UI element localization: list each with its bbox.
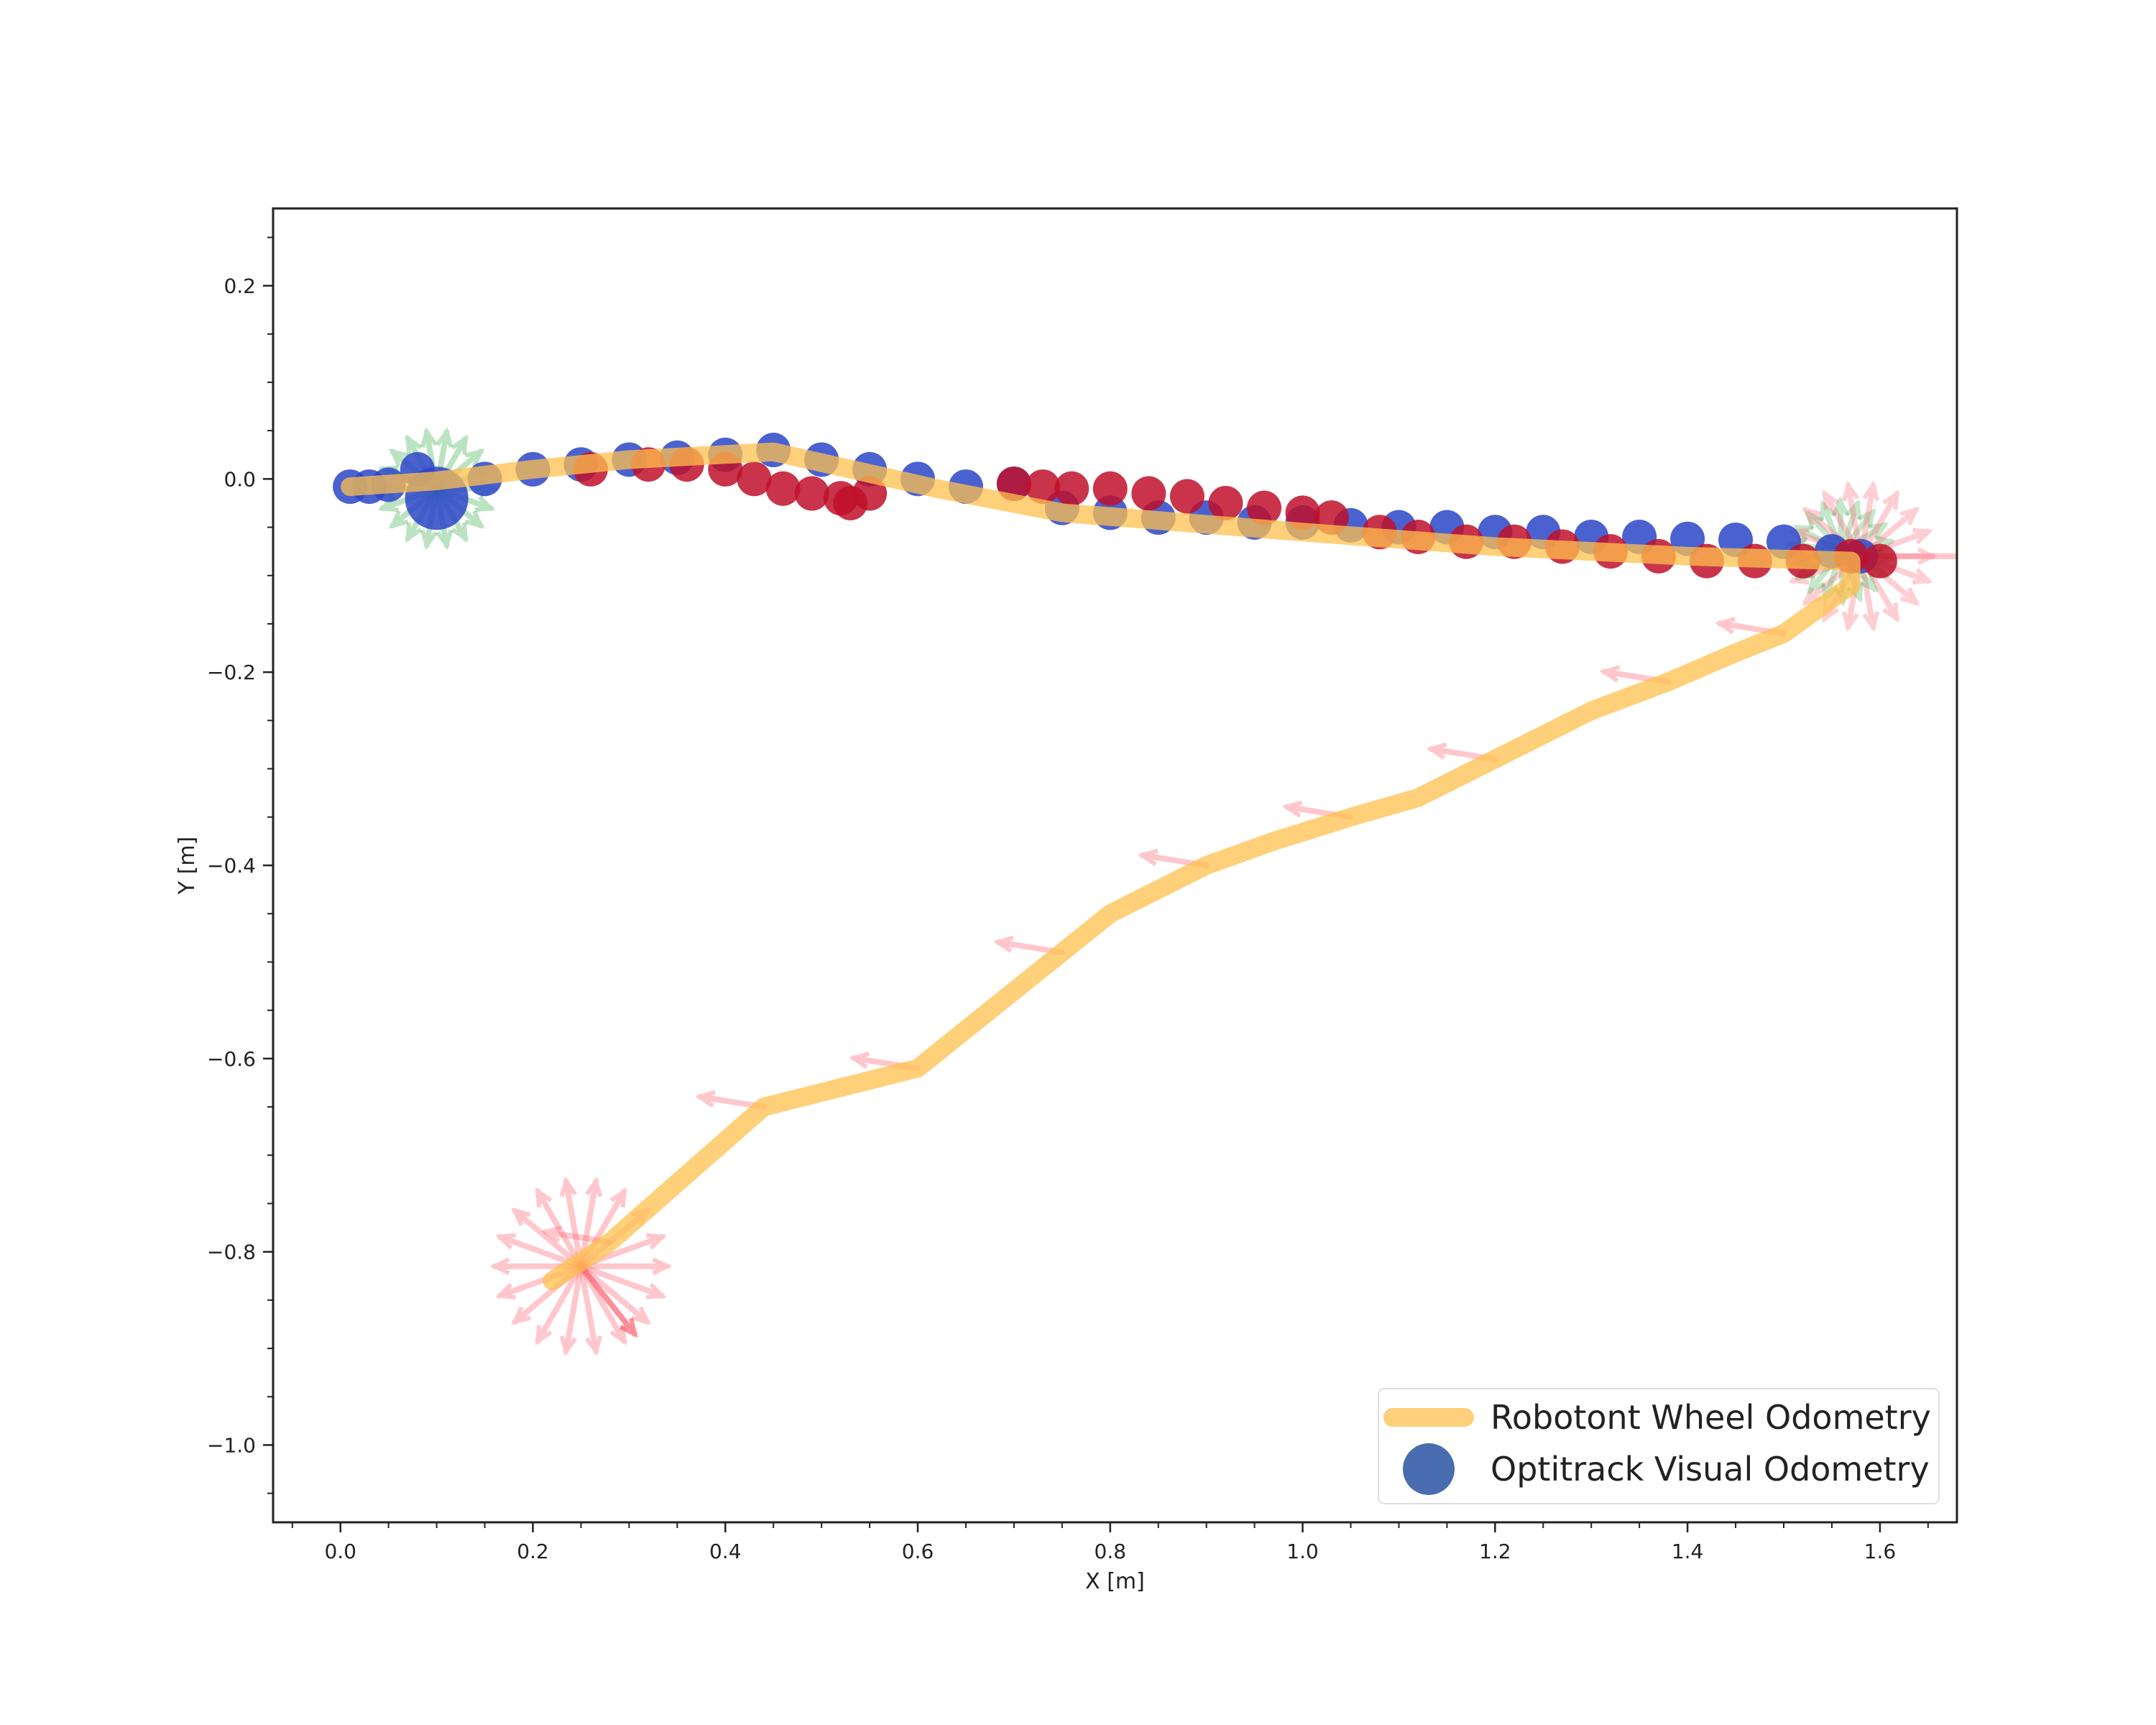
x-tick-label: 1.4 [1672, 1540, 1704, 1563]
x-tick-label: 0.2 [517, 1540, 549, 1563]
y-tick-label: −0.6 [207, 1047, 256, 1071]
y-tick-label: 0.0 [224, 467, 256, 491]
heading-arrow [578, 1263, 667, 1300]
optitrack-point [794, 476, 829, 511]
y-tick-label: −1.0 [207, 1433, 256, 1457]
wheel-odometry-line [341, 442, 1861, 1290]
optitrack-point [1131, 476, 1166, 511]
optitrack-point [1285, 495, 1320, 530]
heading-arrow [535, 1263, 584, 1346]
heading-arrow [511, 1208, 584, 1269]
heading-arrow [578, 1263, 638, 1338]
optitrack-point [765, 471, 801, 506]
x-axis-label: X [m] [1085, 1569, 1145, 1594]
optitrack-point [737, 461, 772, 497]
optitrack-point [1208, 485, 1243, 520]
y-tick-label: −0.4 [207, 854, 256, 878]
heading-arrow [578, 1257, 673, 1276]
heading-arrow [535, 1187, 584, 1269]
optitrack-point [1862, 543, 1897, 579]
x-tick-label: 1.6 [1864, 1540, 1897, 1563]
x-tick-label: 0.4 [709, 1540, 742, 1563]
y-axis-label: Y [m] [175, 837, 200, 896]
x-axis-ticks: 0.0 0.2 0.4 0.6 0.8 1.0 1.2 1.4 1.6 [291, 1522, 1929, 1563]
y-tick-label: 0.2 [224, 275, 256, 298]
x-tick-label: 0.8 [1095, 1540, 1127, 1563]
axes-border [272, 207, 1958, 1524]
y-tick-label: −0.2 [207, 661, 256, 684]
plot-area [333, 427, 1957, 1356]
y-axis-ticks: 0.2 0.0 −0.2 −0.4 −0.6 −0.8 −1.0 [207, 236, 273, 1494]
axes-frame [272, 207, 1958, 1524]
legend: Robotont Wheel Odometry Optitrack Visual… [1378, 1388, 1940, 1504]
heading-arrow [578, 1263, 651, 1325]
legend-optitrack-swatch [1403, 1443, 1455, 1495]
legend-wheel-odometry-label: Robotont Wheel Odometry [1491, 1398, 1931, 1437]
x-tick-label: 1.2 [1479, 1540, 1511, 1563]
optitrack-point [1026, 469, 1061, 505]
legend-optitrack-label: Optitrack Visual Odometry [1491, 1450, 1930, 1489]
x-tick-label: 0.0 [324, 1540, 356, 1563]
x-tick-label: 0.6 [902, 1540, 934, 1563]
optitrack-point [1054, 471, 1089, 506]
x-tick-label: 1.0 [1286, 1540, 1319, 1563]
y-tick-label: −0.8 [207, 1241, 256, 1264]
optitrack-point [1092, 471, 1128, 506]
heading-arrow [559, 1263, 584, 1356]
heading-arrow [578, 1263, 603, 1356]
optitrack-point [1247, 490, 1282, 525]
optitrack-point [1169, 479, 1204, 514]
legend-box [1378, 1388, 1940, 1504]
